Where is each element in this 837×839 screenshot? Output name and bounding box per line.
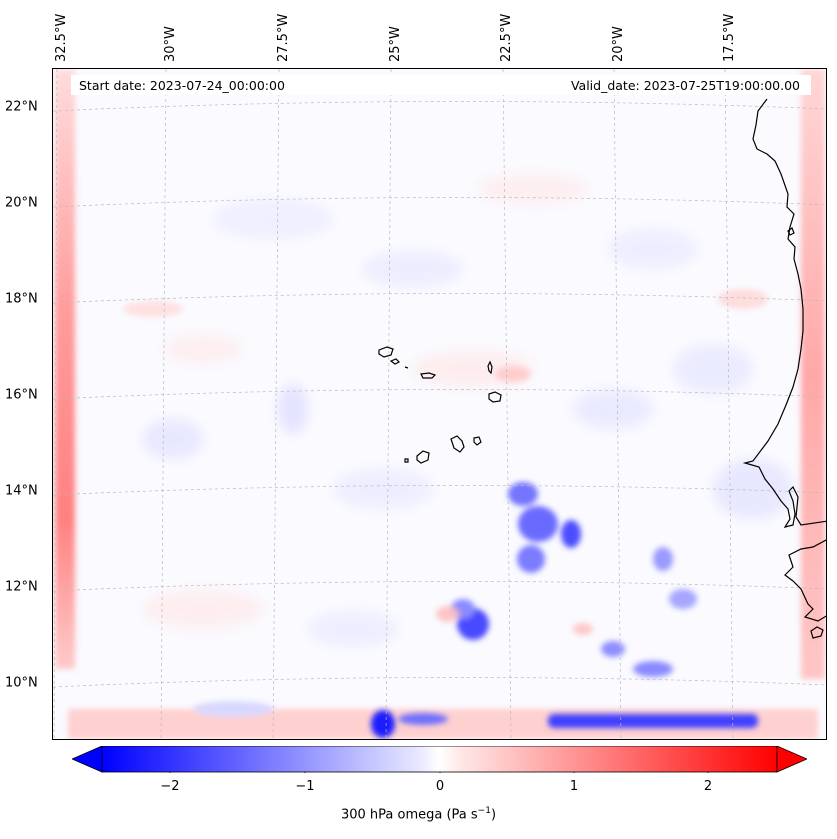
omega-field (53, 69, 826, 739)
lat-label-14n: 14°N (5, 483, 38, 499)
lat-label-12n: 12°N (5, 579, 38, 595)
colorbar-tick-label: 1 (569, 779, 579, 794)
colorbar-title-main: 300 hPa omega (Pa s (340, 807, 478, 823)
colorbar-tick-label: −2 (160, 779, 180, 794)
header-strip (71, 75, 811, 95)
start-date-label: Start date: 2023-07-24_00:00:00 (79, 78, 285, 93)
colorbar-title-exponent: −1 (477, 806, 491, 816)
african-coastline-south (784, 539, 826, 622)
lon-label-32.5w: 32.5°W (54, 13, 69, 62)
right-edge-band (801, 69, 825, 679)
colorbar-tick-label: 2 (703, 779, 713, 794)
gridlines (53, 69, 826, 739)
colorbar-tick-label: 0 (435, 779, 445, 794)
lat-label-20n: 20°N (5, 195, 38, 211)
blue-cells (193, 482, 758, 738)
colorbar-tick-marks (169, 772, 709, 773)
coast-islets (787, 227, 824, 639)
lon-label-17.5w: 17.5°W (722, 13, 737, 62)
colorbar-title: 300 hPa omega (Pa s−1) (0, 806, 837, 822)
lon-label-20w: 20°W (611, 26, 626, 62)
lat-label-10n: 10°N (5, 675, 38, 691)
cape-verde-islands (378, 346, 502, 464)
valid-date-label: Valid_date: 2023-07-25T19:00:00.00 (570, 78, 800, 93)
lat-label-18n: 18°N (5, 291, 38, 307)
lon-label-30w: 30°W (163, 26, 178, 62)
map-panel[interactable] (52, 68, 827, 740)
colorbar-gradient (101, 746, 778, 773)
colorbar (72, 746, 807, 773)
lon-label-22.5w: 22.5°W (499, 13, 514, 62)
colorbar-title-close: ) (490, 807, 497, 823)
red-cells (123, 289, 768, 635)
colorbar-min-arrow (72, 746, 103, 773)
lat-label-16n: 16°N (5, 387, 38, 403)
left-edge-band (55, 69, 75, 669)
african-coastline (742, 98, 826, 528)
lon-label-25w: 25°W (388, 26, 403, 62)
colorbar-max-arrow (776, 746, 807, 773)
colorbar-tick-label: −1 (295, 779, 315, 794)
light-patches (143, 174, 793, 647)
lat-label-22n: 22°N (5, 99, 38, 115)
lon-label-27.5w: 27.5°W (276, 13, 291, 62)
